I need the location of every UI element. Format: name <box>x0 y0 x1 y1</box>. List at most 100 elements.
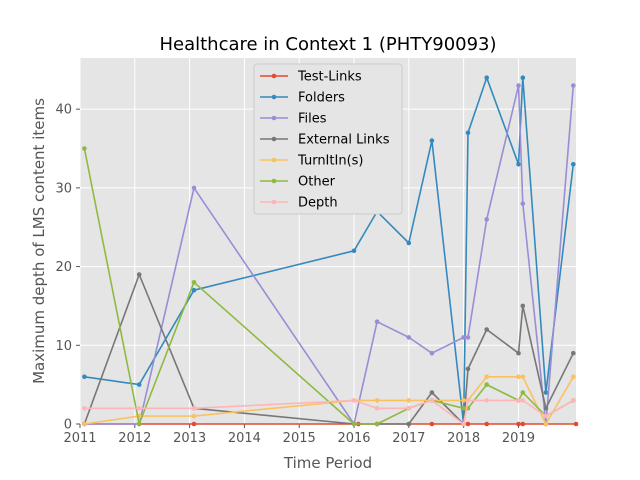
data-point <box>374 319 380 325</box>
series-line <box>84 76 575 425</box>
series-layer <box>82 75 579 427</box>
data-point <box>461 335 466 340</box>
data-point <box>484 421 490 427</box>
legend-marker <box>271 199 277 205</box>
data-point <box>465 366 471 372</box>
data-point <box>82 421 87 427</box>
y-tick-label: 30 <box>55 181 72 196</box>
data-point <box>465 421 471 427</box>
data-point <box>406 240 412 246</box>
data-point <box>465 398 471 403</box>
data-point <box>191 287 197 293</box>
data-point <box>406 421 412 427</box>
data-point <box>571 374 576 380</box>
x-tick-label: 2011 <box>63 431 96 446</box>
data-point <box>429 390 435 395</box>
data-point <box>406 335 412 340</box>
legend-label: Test-Links <box>297 70 362 85</box>
data-point <box>136 421 142 427</box>
series-line <box>84 84 575 425</box>
data-point <box>351 248 357 254</box>
data-point <box>520 75 526 80</box>
data-point <box>520 374 526 380</box>
legend-label: Depth <box>298 196 338 211</box>
data-point <box>543 406 549 411</box>
data-point <box>520 201 526 206</box>
legend-label: TurnItIn(s) <box>297 154 363 169</box>
x-tick-label: 2013 <box>173 431 206 446</box>
data-point <box>516 350 521 356</box>
legend-label: Folders <box>298 91 345 106</box>
data-point <box>484 327 490 332</box>
data-point <box>571 162 576 167</box>
y-tick-label: 40 <box>55 103 72 118</box>
x-tick-label: 2014 <box>228 431 261 446</box>
data-point <box>429 398 435 403</box>
data-point <box>520 398 526 403</box>
data-point <box>520 390 526 395</box>
data-point <box>136 272 142 277</box>
data-point <box>543 413 549 419</box>
data-point <box>374 421 380 427</box>
data-point <box>82 146 87 151</box>
data-point <box>191 185 197 191</box>
x-tick-label: 2018 <box>447 431 480 446</box>
data-point <box>82 406 87 411</box>
data-point <box>571 398 576 403</box>
data-point <box>374 398 380 403</box>
data-point <box>516 374 521 380</box>
data-point <box>82 374 87 380</box>
data-point <box>351 398 357 403</box>
y-axis-label: Maximum depth of LMS content items <box>30 98 48 384</box>
data-point <box>465 335 471 340</box>
data-point <box>571 83 576 88</box>
y-tick-label: 0 <box>64 418 72 433</box>
data-point <box>516 83 521 88</box>
series-line <box>83 273 575 425</box>
data-point <box>543 421 549 427</box>
data-point <box>191 406 197 411</box>
legend-label: Other <box>298 175 336 190</box>
data-point <box>484 75 490 80</box>
y-tick-label: 10 <box>55 339 72 354</box>
legend-marker <box>271 115 277 121</box>
data-point <box>406 406 412 411</box>
legend-marker <box>271 157 277 163</box>
data-point <box>484 382 490 387</box>
legend-marker <box>271 178 277 184</box>
chart-title: Healthcare in Context 1 (PHTY90093) <box>159 34 496 55</box>
data-point <box>191 421 197 427</box>
x-tick-label: 2016 <box>337 431 370 446</box>
legend-label: External Links <box>298 133 390 148</box>
legend-marker <box>271 94 277 100</box>
data-point <box>374 406 380 411</box>
x-tick-label: 2017 <box>392 431 425 446</box>
data-point <box>484 398 490 403</box>
data-point <box>136 406 142 411</box>
legend-box <box>253 63 403 215</box>
data-point <box>520 421 526 427</box>
data-point <box>191 413 197 419</box>
y-tick-label: 20 <box>55 260 72 275</box>
x-tick-label: 2012 <box>118 431 151 446</box>
data-point <box>465 130 471 136</box>
data-point <box>516 421 521 427</box>
x-axis-ticks: 2011 2012 2013 2014 2015 2016 2017 2018 2019 <box>63 424 535 446</box>
x-axis-label: Time Period <box>283 454 372 472</box>
x-tick-label: 2015 <box>283 431 316 446</box>
data-point <box>429 350 435 356</box>
data-point <box>484 217 490 222</box>
data-point <box>429 421 435 427</box>
data-point <box>136 382 142 387</box>
data-point <box>571 350 576 356</box>
legend-marker <box>271 73 277 79</box>
data-point <box>461 421 466 427</box>
data-point <box>406 398 412 403</box>
data-point <box>351 421 357 427</box>
series-group <box>82 398 576 427</box>
data-point <box>461 406 466 411</box>
data-point <box>516 398 521 403</box>
x-tick-label: 2019 <box>502 431 535 446</box>
legend-marker <box>271 136 277 142</box>
